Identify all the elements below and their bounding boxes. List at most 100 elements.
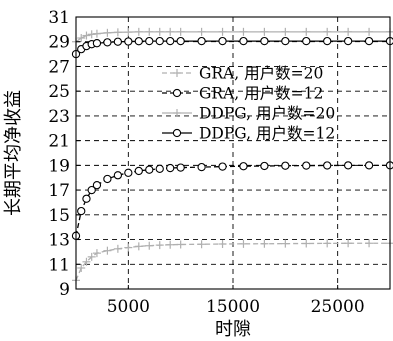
legend-item: DDPG, 用户数=20 xyxy=(162,105,335,123)
data-point xyxy=(92,39,102,48)
data-point xyxy=(260,239,269,248)
data-point xyxy=(343,36,353,46)
data-point xyxy=(281,239,290,248)
data-point xyxy=(344,239,353,248)
data-point xyxy=(134,242,143,251)
x-axis-title: 时隙 xyxy=(215,319,251,340)
data-point xyxy=(260,36,269,46)
data-point xyxy=(302,239,311,248)
data-point xyxy=(103,28,112,37)
data-point xyxy=(87,185,96,195)
x-tick-label: 25000 xyxy=(311,297,365,317)
y-tick-label: 13 xyxy=(48,231,70,251)
data-point xyxy=(166,240,175,249)
data-point xyxy=(197,162,206,172)
data-point xyxy=(343,161,353,170)
y-tick-label: 25 xyxy=(48,82,70,102)
data-point xyxy=(173,69,181,77)
data-point xyxy=(176,163,185,172)
data-point xyxy=(176,27,185,36)
data-point xyxy=(103,174,112,184)
data-point xyxy=(365,239,374,248)
data-point xyxy=(145,27,154,36)
data-point xyxy=(92,29,101,38)
y-tick-label: 21 xyxy=(48,132,70,152)
data-point xyxy=(92,180,102,190)
data-point xyxy=(281,36,290,46)
data-point xyxy=(218,239,227,248)
data-point xyxy=(281,161,290,170)
data-point xyxy=(113,171,123,180)
data-point xyxy=(197,240,206,249)
data-point xyxy=(281,27,290,36)
data-point xyxy=(365,27,374,36)
data-point xyxy=(77,263,86,272)
y-axis-title: 长期平均净收益 xyxy=(3,90,24,216)
data-point xyxy=(218,162,227,171)
data-point xyxy=(87,30,96,39)
data-point xyxy=(323,161,332,170)
y-tick-label: 27 xyxy=(48,57,70,77)
data-point xyxy=(124,243,133,252)
data-point xyxy=(134,27,143,36)
legend-item: DDPG, 用户数=12 xyxy=(162,125,335,143)
data-point xyxy=(134,37,143,46)
data-point xyxy=(197,36,206,46)
data-point xyxy=(166,36,175,46)
data-point xyxy=(82,194,91,203)
data-point xyxy=(197,27,206,36)
data-point xyxy=(302,161,311,170)
y-tick-label: 15 xyxy=(48,206,70,226)
y-tick-label: 23 xyxy=(48,107,70,127)
y-tick-label: 17 xyxy=(48,181,70,201)
legend: GRA, 用户数=20 GRA, 用户数=12 DDPG, 用户数=20 DDPG, … xyxy=(162,65,335,143)
data-point xyxy=(302,27,311,36)
legend-label: GRA, 用户数=12 xyxy=(199,85,323,103)
series-4 xyxy=(71,36,393,59)
y-tick-label: 19 xyxy=(48,156,70,176)
data-point xyxy=(323,27,332,36)
legend-label: DDPG, 用户数=12 xyxy=(199,125,335,143)
axis-ticks: 9 11 13 15 17 19 21 23 25 27 29 31 5000 15000 25000 xyxy=(48,8,364,317)
data-point xyxy=(344,27,353,36)
data-point xyxy=(155,164,164,173)
data-point xyxy=(166,27,175,36)
y-tick-label: 9 xyxy=(59,280,70,300)
legend-label: DDPG, 用户数=20 xyxy=(199,105,335,123)
data-point xyxy=(82,257,91,266)
data-point xyxy=(77,206,86,216)
data-point xyxy=(176,36,185,46)
series-3 xyxy=(72,27,393,46)
data-point xyxy=(103,38,112,47)
data-point xyxy=(172,88,182,98)
series-line xyxy=(75,242,390,281)
data-point xyxy=(113,244,122,253)
legend-item: GRA, 用户数=12 xyxy=(162,85,323,103)
data-point xyxy=(155,241,164,250)
data-point xyxy=(113,37,123,46)
legend-item: GRA, 用户数=20 xyxy=(162,65,323,83)
data-point xyxy=(113,28,122,37)
data-point xyxy=(323,239,332,248)
data-point xyxy=(172,128,182,138)
data-point xyxy=(92,249,101,258)
x-tick-label: 15000 xyxy=(206,297,260,317)
data-point xyxy=(134,166,143,176)
data-point xyxy=(323,36,332,46)
data-point xyxy=(145,36,154,46)
y-tick-label: 29 xyxy=(48,33,70,53)
x-tick-label: 5000 xyxy=(107,297,150,317)
data-point xyxy=(239,162,248,171)
data-point xyxy=(155,27,164,36)
data-point xyxy=(124,37,133,46)
grid xyxy=(76,17,390,289)
data-point xyxy=(103,246,112,255)
data-point xyxy=(87,252,96,261)
series-1 xyxy=(72,239,393,285)
data-point xyxy=(218,27,227,36)
data-point xyxy=(176,240,185,249)
data-point xyxy=(166,163,175,173)
data-point xyxy=(364,36,374,46)
data-point xyxy=(145,241,154,250)
